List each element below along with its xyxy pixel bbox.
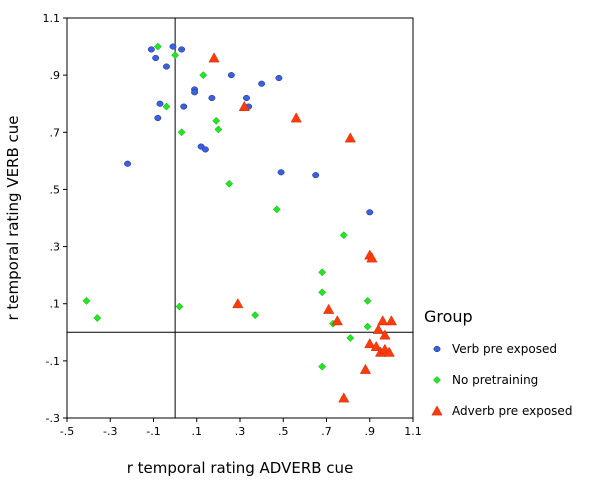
x-tick-label: .1 <box>192 425 203 438</box>
data-point <box>364 338 376 349</box>
series-circle <box>124 43 374 216</box>
data-point <box>214 125 223 134</box>
data-point <box>208 52 220 63</box>
data-point <box>238 100 250 111</box>
x-tick-label: .7 <box>321 425 332 438</box>
series-diamond <box>82 42 372 371</box>
legend-marker <box>433 345 441 353</box>
legend-label: Verb pre exposed <box>452 342 557 356</box>
legend: Group Verb pre exposed No pretraining Adve… <box>424 307 572 418</box>
legend-marker <box>431 405 443 416</box>
legend-title: Group <box>424 307 473 326</box>
data-point <box>191 89 199 96</box>
data-point <box>232 298 244 309</box>
data-point <box>339 231 348 240</box>
data-point <box>331 315 343 326</box>
reference-lines <box>67 18 413 418</box>
data-point <box>175 302 184 311</box>
y-tick-label: .3 <box>50 241 61 254</box>
data-point <box>180 103 188 110</box>
data-point <box>152 54 160 62</box>
legend-label: Adverb pre exposed <box>452 404 572 418</box>
x-axis-title: r temporal rating ADVERB cue <box>127 459 354 477</box>
data-point <box>379 329 391 340</box>
data-point <box>225 179 234 188</box>
data-point <box>251 311 260 320</box>
x-tick-label: .3 <box>235 425 246 438</box>
data-point <box>366 252 378 263</box>
data-point <box>177 128 186 137</box>
y-tick-label: -.1 <box>46 355 60 368</box>
y-tick-label: .5 <box>50 183 61 196</box>
data-point <box>318 362 327 371</box>
data-point <box>290 112 302 123</box>
data-point <box>312 172 320 179</box>
data-point <box>383 346 395 357</box>
data-point <box>385 315 397 326</box>
data-point <box>162 102 171 111</box>
x-tick-label: 1.1 <box>404 425 422 438</box>
data-point <box>363 296 372 305</box>
plot-frame <box>66 17 414 419</box>
y-tick-label: 1.1 <box>43 12 61 25</box>
data-point <box>227 72 235 79</box>
data-points <box>82 42 397 403</box>
data-point <box>208 94 216 102</box>
x-tick-label: -.5 <box>60 425 74 438</box>
y-axis-title: r temporal rating VERB cue <box>4 115 22 320</box>
series-triangle <box>208 52 397 403</box>
x-tick-label: -.1 <box>146 425 160 438</box>
data-point <box>258 80 266 87</box>
legend-items: Verb pre exposed No pretraining Adverb pre… <box>431 342 572 418</box>
data-point <box>163 63 170 70</box>
data-point <box>363 322 372 331</box>
data-point <box>124 160 132 167</box>
data-point <box>178 46 186 53</box>
data-point <box>370 340 382 351</box>
y-tick-label: .9 <box>50 69 61 82</box>
y-tick-label: .7 <box>50 126 61 139</box>
data-point <box>377 315 389 326</box>
y-tick-label: .1 <box>50 298 61 311</box>
data-point <box>199 71 208 80</box>
legend-marker <box>433 376 441 384</box>
data-point <box>82 296 91 305</box>
data-point <box>318 288 327 297</box>
data-point <box>212 116 221 125</box>
data-point <box>323 303 335 314</box>
data-point <box>359 363 371 374</box>
data-point <box>154 114 162 122</box>
data-point <box>156 100 164 107</box>
data-point <box>372 323 384 334</box>
y-axis-ticks: 1.1 .9 .7 .5 .3 .1 -.1 -.3 <box>43 12 67 425</box>
data-point <box>272 205 281 214</box>
data-point <box>277 169 285 176</box>
data-point <box>169 43 177 50</box>
data-point <box>344 132 356 143</box>
x-tick-label: -.3 <box>103 425 117 438</box>
data-point <box>338 392 350 403</box>
legend-label: No pretraining <box>452 373 538 387</box>
x-tick-label: .9 <box>365 425 376 438</box>
data-point <box>243 94 250 102</box>
data-point <box>318 268 327 277</box>
y-tick-label: -.3 <box>46 412 60 425</box>
data-point <box>93 314 102 322</box>
data-point <box>275 74 283 82</box>
x-tick-label: .5 <box>278 425 289 438</box>
data-point <box>366 209 374 216</box>
x-axis-ticks: -.5 -.3 -.1 .1 .3 .5 .7 .9 1.1 <box>60 418 422 438</box>
data-point <box>346 334 355 342</box>
data-point <box>201 146 209 153</box>
data-point <box>147 46 155 53</box>
data-point <box>153 42 162 51</box>
data-point <box>171 51 180 60</box>
